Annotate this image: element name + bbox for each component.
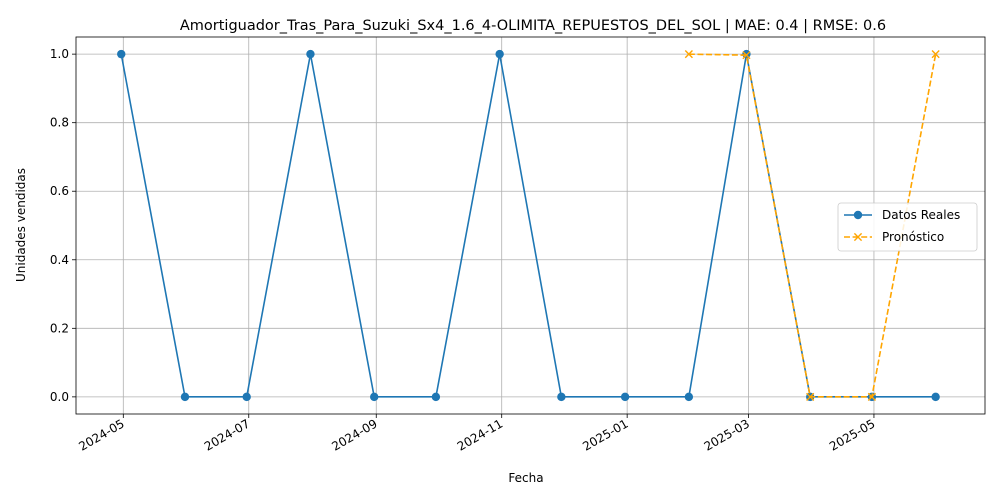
- legend-marker: [853, 210, 863, 220]
- data-point: [557, 392, 566, 402]
- data-point: [242, 392, 251, 402]
- data-point: [117, 49, 126, 59]
- y-tick-label: 0.0: [50, 390, 69, 404]
- series-1: [684, 50, 940, 401]
- plot-frame: [75, 36, 986, 415]
- data-point: [867, 392, 876, 401]
- y-axis-label: Unidades vendidas: [14, 168, 28, 282]
- y-tick-label: 1.0: [50, 47, 69, 61]
- data-point: [684, 392, 694, 402]
- chart-title: Amortiguador_Tras_Para_Suzuki_Sx4_1.6_4-…: [180, 18, 886, 34]
- legend-item: Pronóstico: [844, 230, 944, 244]
- data-point: [370, 392, 379, 402]
- data-point: [742, 49, 751, 59]
- series-layer: [117, 49, 940, 402]
- data-point: [684, 50, 693, 59]
- legend-box: [837, 202, 978, 252]
- legend-marker: [853, 232, 863, 242]
- y-tick-label: 0.6: [50, 184, 69, 198]
- data-point: [742, 51, 751, 60]
- y-tick-label: 0.8: [50, 116, 69, 130]
- y-tick-label: 0.2: [50, 321, 69, 335]
- x-axis-label: Fecha: [508, 471, 543, 485]
- data-point: [620, 392, 630, 402]
- legend: Datos Reales Pronóstico: [837, 202, 978, 252]
- data-point: [431, 392, 441, 402]
- legend-label: Pronóstico: [882, 230, 944, 244]
- data-point: [931, 50, 940, 59]
- data-point: [180, 392, 190, 402]
- data-point: [306, 49, 315, 59]
- legend-item: Datos Reales: [844, 208, 960, 222]
- data-point: [931, 392, 940, 402]
- legend-label: Datos Reales: [882, 208, 960, 222]
- y-tick-label: 0.4: [50, 253, 69, 267]
- data-point: [495, 49, 504, 59]
- data-point: [806, 392, 815, 401]
